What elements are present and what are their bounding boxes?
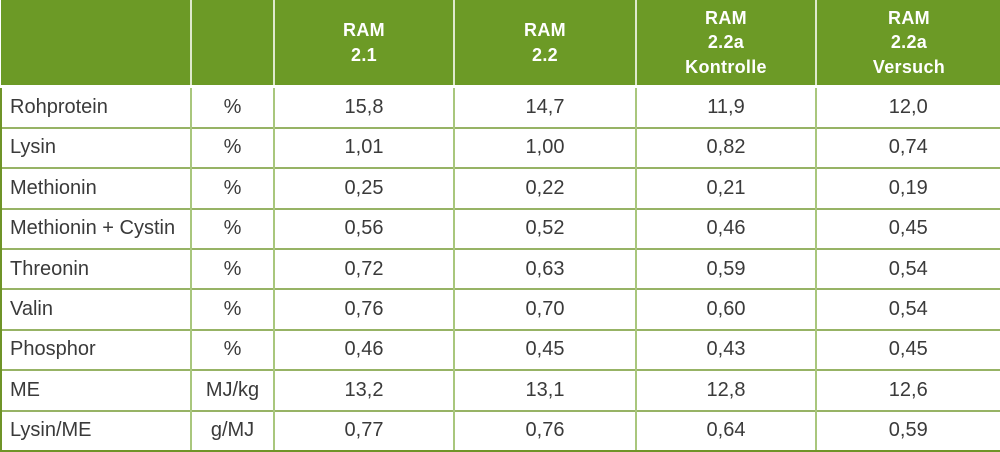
cell-value: 0,22	[453, 167, 636, 209]
cell-value: 1,00	[453, 126, 636, 169]
column-header-ram-2-2a-versuch: RAM 2.2a Versuch	[815, 0, 1000, 88]
cell-value: 0,43	[635, 328, 816, 371]
row-unit: %	[190, 167, 274, 209]
column-header-ram-2-1: RAM 2.1	[273, 0, 454, 88]
cell-value: 0,82	[635, 126, 816, 169]
cell-value: 0,76	[273, 288, 454, 330]
cell-value: 0,54	[815, 247, 1000, 290]
table-row: Lysin/ME g/MJ 0,77 0,76 0,64 0,59	[0, 409, 1000, 452]
cell-value: 12,8	[635, 369, 816, 411]
table-row: Valin% 0,76 0,70 0,60 0,54	[0, 288, 1000, 330]
row-unit: %	[190, 126, 274, 169]
cell-value: 12,0	[815, 86, 1000, 128]
table-row: Methionin + Cystin% 0,56 0,52 0,46 0,45	[0, 207, 1000, 249]
cell-value: 0,60	[635, 288, 816, 330]
cell-value: 14,7	[453, 86, 636, 128]
cell-value: 0,19	[815, 167, 1000, 209]
row-unit: %	[190, 207, 274, 249]
cell-value: 0,72	[273, 247, 454, 290]
column-header-ram-2-2a-kontrolle: RAM 2.2a Kontrolle	[635, 0, 816, 88]
cell-value: 13,1	[453, 369, 636, 411]
cell-value: 0,21	[635, 167, 816, 209]
table-row: Lysin% 1,01 1,00 0,82 0,74	[0, 126, 1000, 169]
row-label: Lysin	[0, 126, 191, 169]
cell-value: 0,76	[453, 409, 636, 452]
row-label: Methionin + Cystin	[0, 207, 191, 249]
row-unit: %	[190, 86, 274, 128]
table-header: RAM 2.1 RAM 2.2 RAM 2.2a Kontrolle RAM 2…	[1, 0, 1000, 88]
cell-value: 0,46	[273, 328, 454, 371]
column-header-ram-2-2: RAM 2.2	[453, 0, 636, 88]
table-row: Threonin% 0,72 0,63 0,59 0,54	[0, 247, 1000, 290]
row-unit: MJ/kg	[190, 369, 274, 411]
cell-value: 11,9	[635, 86, 816, 128]
cell-value: 0,64	[635, 409, 816, 452]
table-row: Phosphor% 0,46 0,45 0,43 0,45	[0, 328, 1000, 371]
row-label: Threonin	[0, 247, 191, 290]
cell-value: 0,70	[453, 288, 636, 330]
cell-value: 0,25	[273, 167, 454, 209]
row-label: Valin	[0, 288, 191, 330]
table-body: Rohprotein% 15,8 14,7 11,9 12,0 Lysin% 1,01 1,0…	[0, 86, 1000, 452]
cell-value: 0,46	[635, 207, 816, 249]
cell-value: 0,45	[815, 328, 1000, 371]
cell-value: 0,52	[453, 207, 636, 249]
cell-value: 13,2	[273, 369, 454, 411]
cell-value: 0,54	[815, 288, 1000, 330]
cell-value: 15,8	[273, 86, 454, 128]
cell-value: 1,01	[273, 126, 454, 169]
row-label: ME	[0, 369, 191, 411]
row-unit: %	[190, 288, 274, 330]
cell-value: 0,56	[273, 207, 454, 249]
row-label: Lysin/ME	[0, 409, 191, 452]
header-row: RAM 2.1 RAM 2.2 RAM 2.2a Kontrolle RAM 2…	[1, 0, 1000, 88]
cell-value: 0,63	[453, 247, 636, 290]
table-row: Methionin% 0,25 0,22 0,21 0,19	[0, 167, 1000, 209]
header-empty-label-cell	[1, 0, 191, 88]
row-unit: %	[190, 247, 274, 290]
cell-value: 0,74	[815, 126, 1000, 169]
table-row: ME MJ/kg 13,2 13,1 12,8 12,6	[0, 369, 1000, 411]
row-unit: g/MJ	[190, 409, 274, 452]
cell-value: 0,45	[815, 207, 1000, 249]
cell-value: 0,59	[815, 409, 1000, 452]
cell-value: 0,77	[273, 409, 454, 452]
cell-value: 0,59	[635, 247, 816, 290]
header-empty-unit-cell	[190, 0, 274, 88]
cell-value: 12,6	[815, 369, 1000, 411]
row-unit: %	[190, 328, 274, 371]
row-label: Rohprotein	[0, 86, 191, 128]
row-label: Methionin	[0, 167, 191, 209]
table-row: Rohprotein% 15,8 14,7 11,9 12,0	[0, 86, 1000, 128]
cell-value: 0,45	[453, 328, 636, 371]
row-label: Phosphor	[0, 328, 191, 371]
